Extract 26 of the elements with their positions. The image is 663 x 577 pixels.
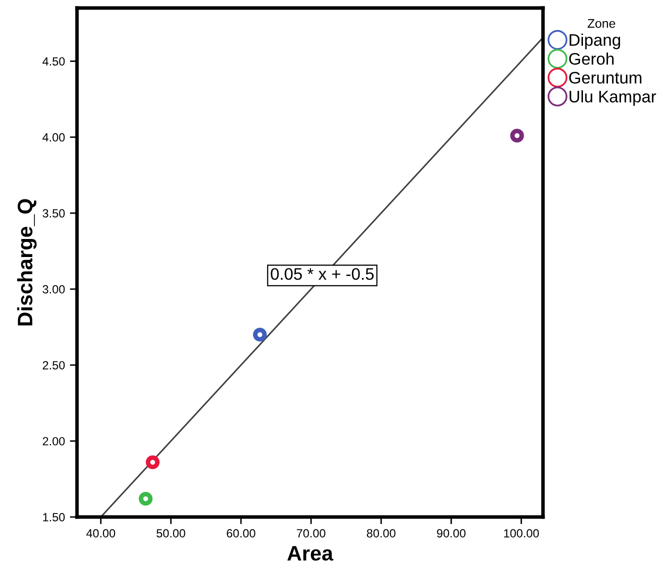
legend-label: Dipang xyxy=(570,34,620,50)
point xyxy=(510,128,524,143)
y-tick-label: 4.00 xyxy=(42,133,65,142)
x-tick-label: 70.00 xyxy=(296,529,326,538)
y-tick-label: 3.50 xyxy=(42,209,65,218)
y-tick-label: 2.00 xyxy=(42,437,65,446)
legend-label: Ulu Kampar xyxy=(570,90,656,106)
legend-title: Zone xyxy=(588,19,616,28)
x-tick-label: 100.00 xyxy=(504,529,539,538)
point xyxy=(253,328,267,342)
y-tick-label: 3.00 xyxy=(42,285,65,294)
x-tick-label: 50.00 xyxy=(156,529,186,538)
legend-label: Geruntum xyxy=(569,72,642,84)
legend-label: Geroh xyxy=(569,52,614,65)
x-axis-title: Area xyxy=(287,546,334,561)
x-tick-label: 40.00 xyxy=(86,529,116,538)
y-tick-label: 4.50 xyxy=(42,57,65,66)
y-tick-label: 1.50 xyxy=(43,513,65,522)
x-tick-label: 90.00 xyxy=(436,529,466,538)
y-axis-title: Discharge_Q xyxy=(17,199,37,326)
annotation: 0.05 * x + -0.5 xyxy=(270,268,374,280)
point xyxy=(138,492,153,506)
x-tick-label: 80.00 xyxy=(366,529,396,538)
y-tick-label: 2.50 xyxy=(42,361,65,370)
point xyxy=(146,455,160,470)
x-tick-label: 60.00 xyxy=(226,529,256,538)
